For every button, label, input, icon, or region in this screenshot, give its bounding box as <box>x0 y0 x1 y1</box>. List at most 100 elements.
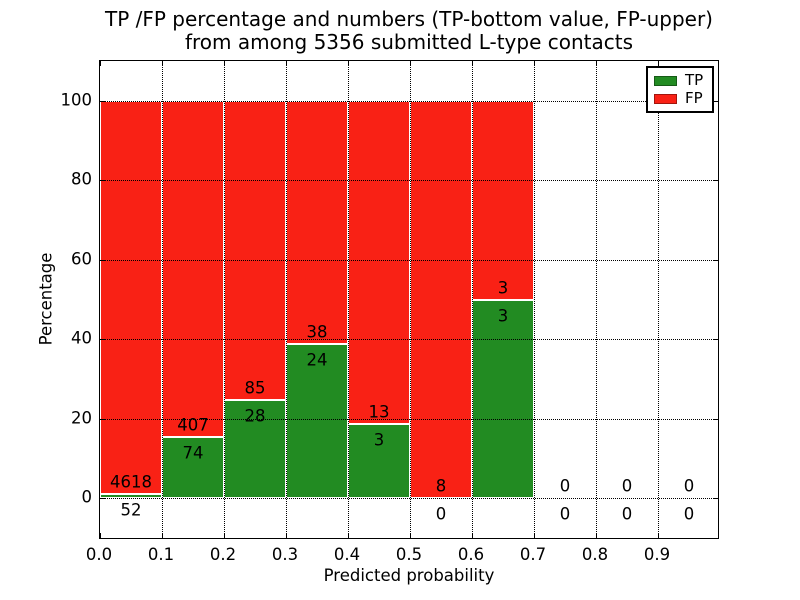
x-tick-label-0.3: 0.3 <box>271 545 299 564</box>
tick-mark-left <box>100 418 105 420</box>
tick-mark-right <box>713 100 718 102</box>
gridline-y-80 <box>100 180 718 182</box>
y-tick-label-100: 100 <box>60 90 93 110</box>
fp-count-label-0.3: 38 <box>306 322 328 342</box>
x-tick-label-0.1: 0.1 <box>147 545 175 564</box>
fp-count-label-0.1: 407 <box>177 415 209 435</box>
bar-segment-fp-0.3 <box>286 100 348 345</box>
gridline-x-0.4 <box>348 61 349 538</box>
legend-item-fp: FP <box>654 91 706 106</box>
tick-mark-bottom <box>596 533 597 538</box>
x-tick-label-0.6: 0.6 <box>457 545 485 564</box>
bar-segment-fp-0.1 <box>162 100 224 438</box>
tick-mark-top <box>658 61 659 66</box>
tp-count-label-0.9: 0 <box>683 504 695 524</box>
tick-mark-left <box>100 180 105 182</box>
x-axis-label: Predicted probability <box>323 566 495 585</box>
tick-mark-bottom <box>534 533 535 538</box>
y-tick-label-0: 0 <box>81 487 93 507</box>
tick-mark-left <box>100 498 105 500</box>
tick-mark-top <box>162 61 163 66</box>
bar-segment-fp-0.6 <box>472 100 534 300</box>
tick-mark-right <box>713 259 718 261</box>
gridline-x-0.2 <box>224 61 225 538</box>
fp-count-label-0.9: 0 <box>683 476 695 496</box>
plot-area: 4618 52 407 74 85 28 38 24 13 3 8 0 3 3 0 0 0 0 0 0 <box>99 60 719 539</box>
gridline-x-0.6 <box>472 61 473 538</box>
tick-mark-right <box>713 418 718 420</box>
tp-count-label-0.1: 74 <box>182 443 204 463</box>
tick-mark-bottom <box>162 533 163 538</box>
chart-title-line2: from among 5356 submitted L-type contact… <box>184 30 634 54</box>
chart-title: TP /FP percentage and numbers (TP-bottom… <box>99 8 719 54</box>
tick-mark-top <box>286 61 287 66</box>
tp-count-label-0.7: 0 <box>559 504 571 524</box>
gridline-y-40 <box>100 339 718 341</box>
tick-mark-bottom <box>100 533 101 538</box>
tick-mark-left <box>100 259 105 261</box>
tick-mark-bottom <box>658 533 659 538</box>
fp-legend-swatch <box>654 93 677 104</box>
tick-mark-top <box>410 61 411 66</box>
tick-mark-top <box>100 61 101 66</box>
tp-count-label-0.5: 0 <box>435 504 447 524</box>
tick-mark-bottom <box>472 533 473 538</box>
tick-mark-right <box>713 180 718 182</box>
tick-mark-top <box>348 61 349 66</box>
tp-legend-label: TP <box>685 71 704 89</box>
fp-count-label-0.7: 0 <box>559 476 571 496</box>
gridline-y-20 <box>100 418 718 420</box>
tick-mark-left <box>100 339 105 341</box>
chart-title-line1: TP /FP percentage and numbers (TP-bottom… <box>105 7 713 31</box>
gridline-x-0.7 <box>534 61 535 538</box>
tick-mark-bottom <box>348 533 349 538</box>
gridline-y-100 <box>100 100 718 102</box>
gridline-x-0.5 <box>410 61 411 538</box>
tick-mark-left <box>100 100 105 102</box>
y-tick-label-20: 20 <box>71 408 92 428</box>
bar-segment-fp-0.0 <box>100 100 162 494</box>
x-tick-label-0.5: 0.5 <box>395 545 423 564</box>
bar-segment-fp-0.4 <box>348 100 410 424</box>
bar-segment-fp-0.2 <box>224 100 286 400</box>
tp-count-label-0.2: 28 <box>244 406 266 426</box>
x-tick-label-0.0: 0.0 <box>85 545 113 564</box>
tp-count-label-0.8: 0 <box>621 504 633 524</box>
tick-mark-right <box>713 498 718 500</box>
x-tick-label-0.8: 0.8 <box>581 545 609 564</box>
tick-mark-bottom <box>224 533 225 538</box>
gridline-x-0.8 <box>596 61 597 538</box>
tp-count-label-0.3: 24 <box>306 350 328 370</box>
gridline-y-60 <box>100 259 718 261</box>
bar-segment-tp-0.4 <box>348 423 410 499</box>
tick-mark-right <box>713 339 718 341</box>
tick-mark-bottom <box>410 533 411 538</box>
tick-mark-top <box>224 61 225 66</box>
fp-count-label-0.5: 8 <box>435 476 447 496</box>
x-tick-label-0.7: 0.7 <box>519 545 547 564</box>
tp-legend-swatch <box>654 75 677 86</box>
gridline-x-0.1 <box>162 61 163 538</box>
bar-segment-fp-0.5 <box>410 100 472 499</box>
fp-legend-label: FP <box>685 89 703 107</box>
tp-count-label-0.4: 3 <box>373 430 385 450</box>
y-tick-label-80: 80 <box>71 169 92 189</box>
fp-count-label-0.0: 4618 <box>110 472 152 492</box>
y-tick-label-60: 60 <box>71 249 92 269</box>
fp-count-label-0.6: 3 <box>497 278 509 297</box>
tp-count-label-0.6: 3 <box>497 306 509 325</box>
fp-count-label-0.8: 0 <box>621 476 633 496</box>
bar-segment-tp-0.0 <box>100 493 162 499</box>
tick-mark-top <box>472 61 473 66</box>
x-tick-label-0.9: 0.9 <box>643 545 671 564</box>
tick-mark-top <box>534 61 535 66</box>
tp-count-label-0.0: 52 <box>120 500 142 520</box>
bar-segment-tp-0.3 <box>286 344 348 499</box>
bar-segment-tp-0.1 <box>162 437 224 499</box>
legend: TP FP <box>646 66 714 113</box>
fp-count-label-0.2: 85 <box>244 378 266 398</box>
tick-mark-bottom <box>286 533 287 538</box>
x-tick-label-0.2: 0.2 <box>209 545 237 564</box>
y-tick-label-40: 40 <box>71 328 92 348</box>
